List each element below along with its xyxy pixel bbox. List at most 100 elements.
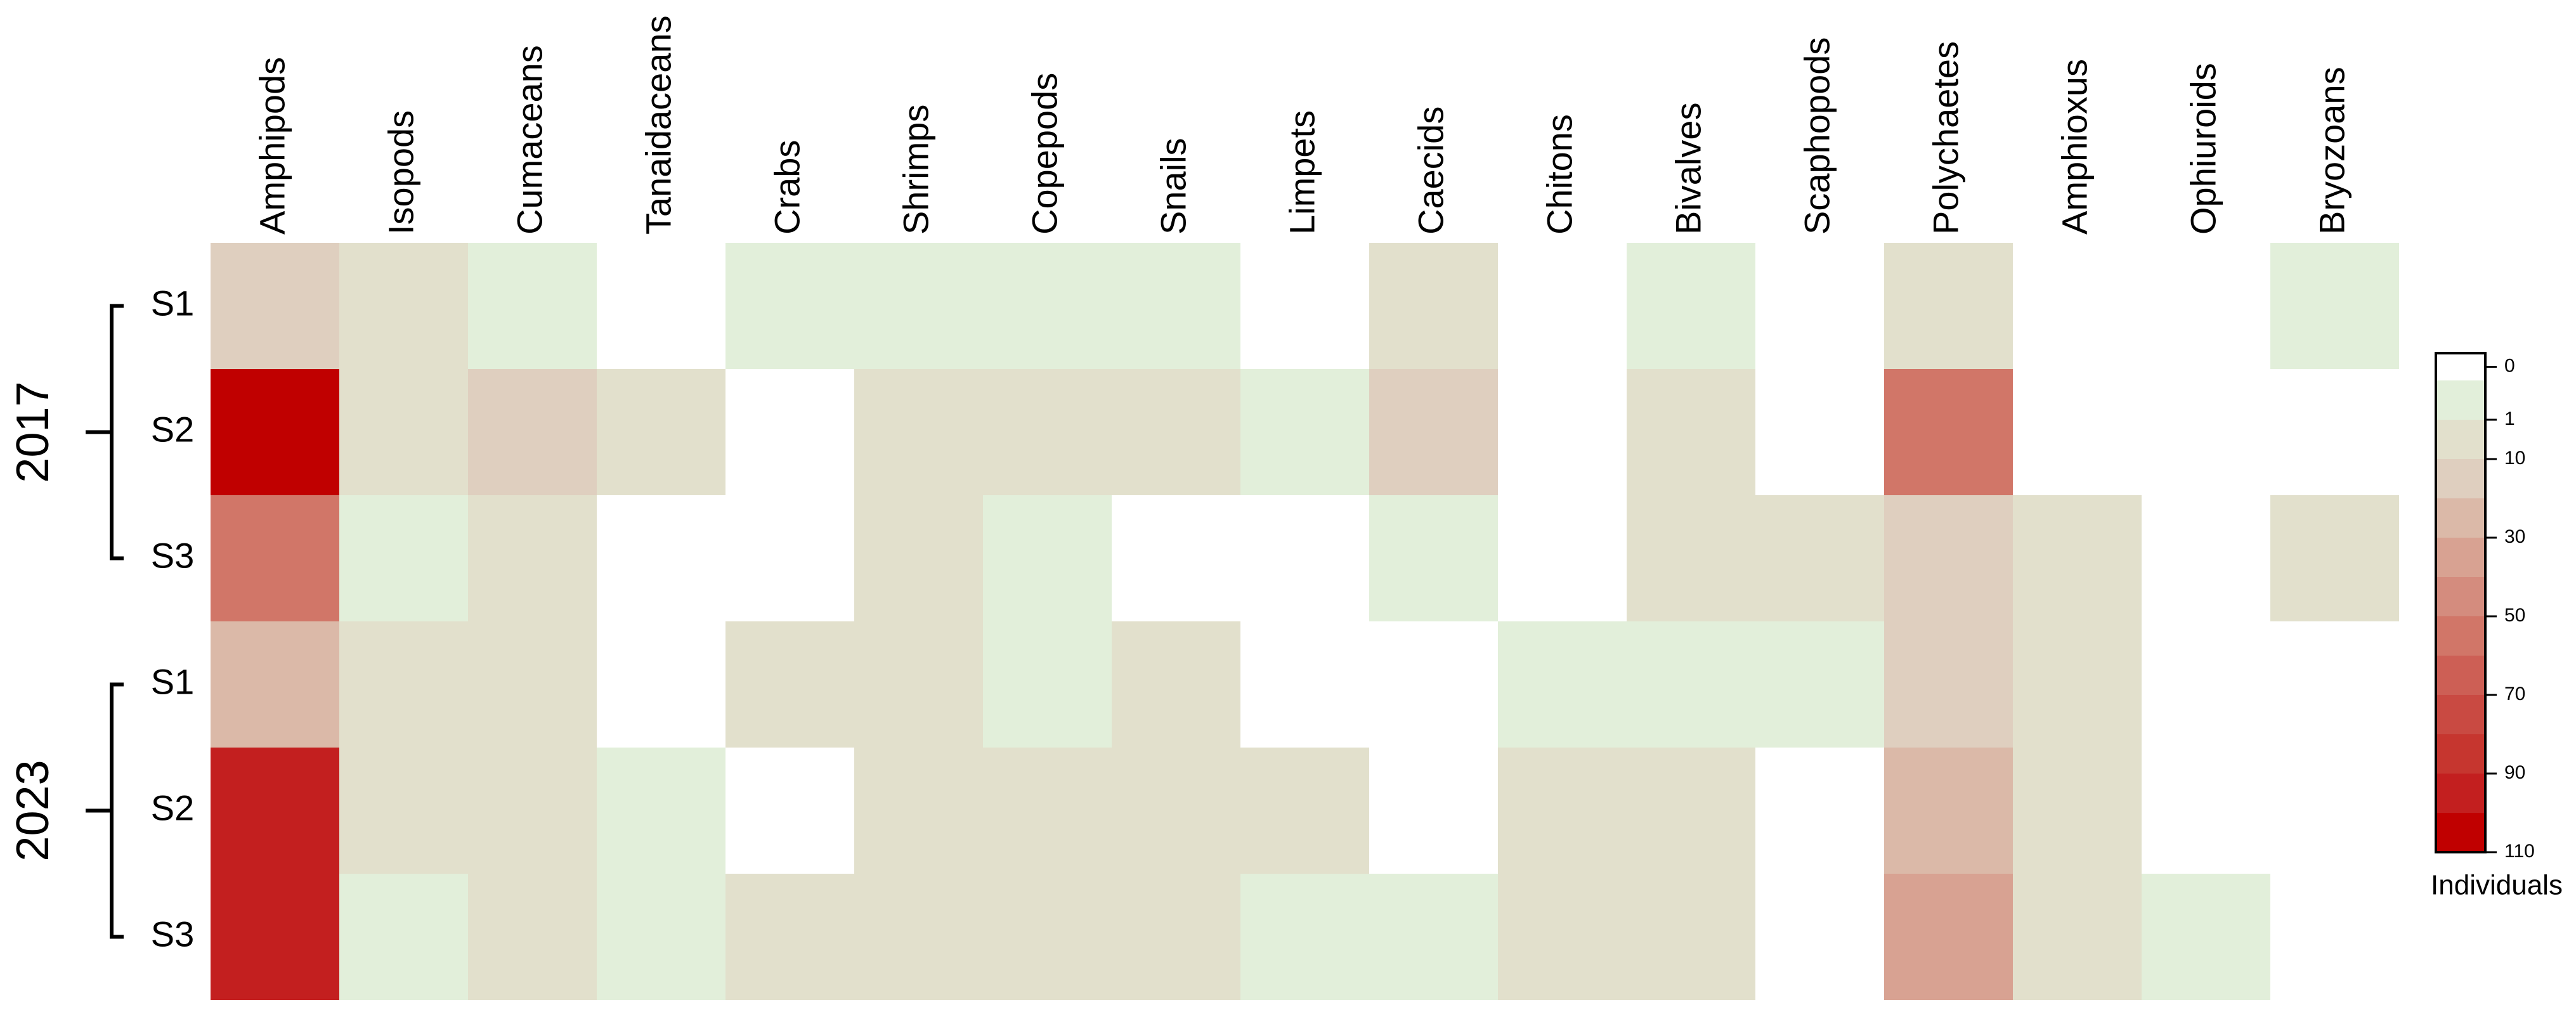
heat-cell (1498, 874, 1627, 1000)
heat-cell (854, 243, 983, 369)
heat-cell (983, 748, 1112, 874)
heat-cell (1498, 621, 1627, 748)
heat-cell (725, 243, 854, 369)
heat-cell (854, 621, 983, 748)
heat-cell (339, 369, 468, 495)
heat-cell (2013, 621, 2142, 748)
heat-cell (597, 621, 725, 748)
heat-cell (1112, 621, 1240, 748)
column-label: Copepods (1024, 73, 1064, 235)
heat-cell (725, 369, 854, 495)
heat-cell (983, 621, 1112, 748)
colorbar-tick-label: 1 (2504, 408, 2515, 429)
colorbar-segment (2436, 380, 2485, 420)
heat-cell (725, 874, 854, 1000)
colorbar-tick-label: 90 (2504, 762, 2525, 783)
heat-cell (339, 748, 468, 874)
colorbar-segment (2436, 420, 2485, 459)
group-bracket (86, 304, 124, 561)
heat-cell (1112, 495, 1240, 621)
heat-cell (1627, 874, 1755, 1000)
legend-title: Individuals (2431, 870, 2563, 901)
heat-cell (597, 748, 725, 874)
heat-cell (854, 495, 983, 621)
heat-cell (983, 495, 1112, 621)
heat-cell (597, 369, 725, 495)
heat-cell (1498, 243, 1627, 369)
column-label: Amphioxus (2054, 59, 2094, 235)
column-label: Shrimps (895, 105, 935, 235)
heat-cell (2270, 748, 2399, 874)
heat-cell (983, 874, 1112, 1000)
heat-cell (1240, 243, 1369, 369)
colorbar-tick-label: 70 (2504, 684, 2525, 704)
heat-cell (1755, 874, 1884, 1000)
heat-cell (2013, 874, 2142, 1000)
colorbar-segment (2436, 498, 2485, 538)
heat-cell (1369, 495, 1498, 621)
heat-cell (725, 748, 854, 874)
colorbar-segment (2436, 774, 2485, 813)
heat-cell (1112, 748, 1240, 874)
colorbar-segment (2436, 577, 2485, 616)
group-label: 2023 (8, 760, 58, 861)
row-label: S1 (151, 283, 195, 323)
heat-cell (468, 621, 597, 748)
group-bracket (86, 682, 124, 939)
heat-cell (854, 748, 983, 874)
column-label: Crabs (767, 140, 807, 235)
heat-cell (1884, 748, 2013, 874)
column-label: Ophiuroids (2183, 63, 2223, 235)
heat-cell (2142, 495, 2270, 621)
heat-cell (1112, 243, 1240, 369)
heat-cell (1627, 621, 1755, 748)
colorbar-tick-label: 30 (2504, 526, 2525, 547)
heat-cell (2270, 621, 2399, 748)
heat-cell (1884, 243, 2013, 369)
colorbar-tick-label: 50 (2504, 605, 2525, 626)
heat-cell (2270, 369, 2399, 495)
heat-cell (468, 874, 597, 1000)
row-label: S3 (151, 914, 195, 954)
row-label: S2 (151, 787, 195, 827)
heat-cell (2142, 621, 2270, 748)
heat-cell (2013, 748, 2142, 874)
heat-cell (1627, 495, 1755, 621)
heat-cell (211, 874, 339, 1000)
heat-cell (1884, 621, 2013, 748)
heat-cell (1884, 369, 2013, 495)
colorbar-tick-label: 110 (2504, 841, 2535, 862)
colorbar-segment (2436, 734, 2485, 774)
column-label: Polychaetes (1925, 41, 1965, 235)
column-label: Tanaidaceans (638, 15, 678, 235)
heat-cell (1240, 874, 1369, 1000)
heat-cell (1755, 369, 1884, 495)
row-label: S3 (151, 535, 195, 575)
heat-cell (597, 243, 725, 369)
colorbar-segment (2436, 459, 2485, 498)
column-label: Snails (1153, 138, 1193, 235)
column-label: Cumaceans (509, 45, 549, 235)
colorbar-segment (2436, 616, 2485, 656)
heat-cell (339, 621, 468, 748)
column-label: Caecids (1410, 107, 1450, 235)
heat-cell (211, 369, 339, 495)
heat-cell (1755, 495, 1884, 621)
heat-cell (2013, 243, 2142, 369)
heat-cell (1112, 874, 1240, 1000)
heat-cell (339, 495, 468, 621)
heat-cell (1498, 495, 1627, 621)
heat-cell (597, 874, 725, 1000)
heat-cell (468, 495, 597, 621)
heat-cell (1240, 748, 1369, 874)
heat-cell (2270, 874, 2399, 1000)
heat-cell (339, 874, 468, 1000)
colorbar-tick-label: 0 (2504, 355, 2515, 376)
heat-cell (983, 243, 1112, 369)
colorbar-frame (2435, 352, 2487, 853)
heat-cell (211, 243, 339, 369)
heat-cell (2142, 874, 2270, 1000)
heat-cell (1627, 243, 1755, 369)
heat-cell (983, 369, 1112, 495)
heat-cell (1369, 874, 1498, 1000)
